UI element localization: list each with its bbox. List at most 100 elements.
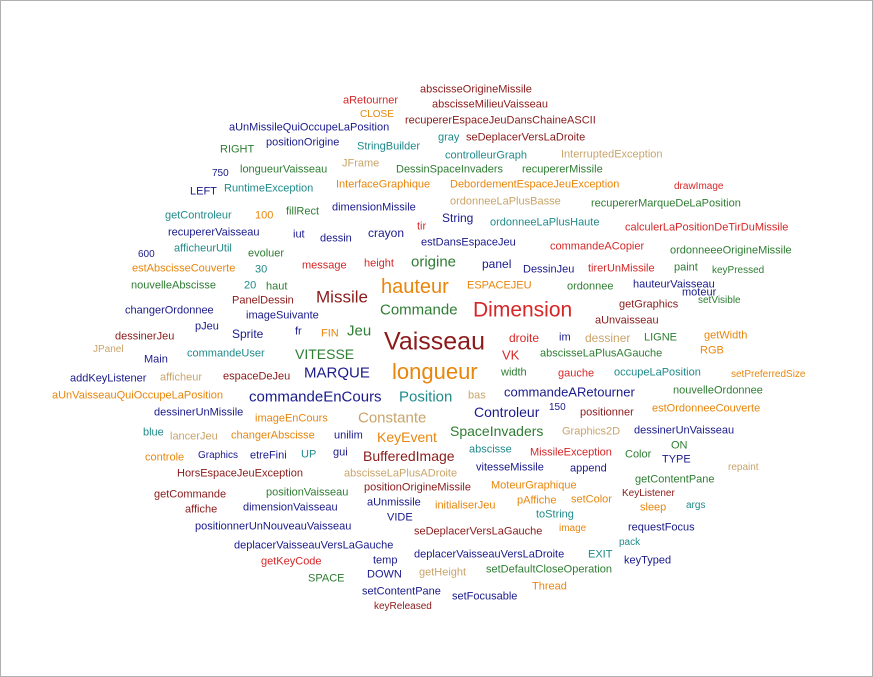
word: getContentPane (635, 473, 715, 486)
word: pack (619, 537, 641, 548)
word: longueurVaisseau (240, 163, 328, 176)
word: requestFocus (628, 521, 695, 534)
word: nouvelleAbscisse (131, 279, 216, 292)
word: bas (468, 389, 486, 402)
word: changerAbscisse (231, 429, 315, 442)
word: getGraphics (619, 298, 679, 311)
word: Main (144, 353, 168, 366)
word: Thread (532, 580, 567, 593)
word: occupeLaPosition (614, 366, 701, 379)
word: args (686, 500, 706, 511)
word: temp (373, 554, 398, 567)
word: KeyListener (622, 488, 675, 499)
word: crayon (368, 226, 405, 240)
word: seDeplacerVersLaGauche (414, 525, 543, 538)
word: setDefaultCloseOperation (486, 563, 612, 576)
word: KeyEvent (377, 429, 437, 445)
word: RuntimeException (224, 182, 314, 195)
word: controlleurGraph (445, 149, 527, 162)
word: RGB (700, 344, 724, 357)
word: commandeACopier (550, 240, 645, 253)
word: tirerUnMissile (588, 262, 655, 275)
word: DebordementEspaceJeuException (450, 178, 620, 191)
word: abscisseLaPlusADroite (344, 467, 458, 480)
word: estAbscisseCouverte (132, 262, 236, 275)
word: aUnMissileQuiOccupeLaPosition (229, 121, 390, 134)
word: MARQUE (304, 364, 370, 382)
word: Controleur (474, 404, 540, 420)
word: calculerLaPositionDeTirDuMissile (625, 221, 789, 234)
word: HorsEspaceJeuException (177, 467, 303, 480)
word: Graphics2D (562, 425, 621, 438)
word: ordonneeLaPlusHaute (490, 216, 600, 229)
word: getKeyCode (261, 555, 322, 568)
word: 30 (255, 263, 268, 276)
word: hauteurVaisseau (633, 278, 715, 291)
word: positionOrigine (266, 136, 340, 149)
word: VITESSE (295, 346, 355, 362)
word: CLOSE (360, 109, 394, 120)
word: abscisseOrigineMissile (420, 83, 532, 96)
word: repaint (728, 462, 759, 473)
word: SPACE (308, 572, 345, 585)
word: lancerJeu (170, 430, 218, 443)
word: recupererMissile (522, 163, 603, 176)
word: image (559, 523, 587, 534)
word: imageSuivante (246, 309, 319, 322)
word: 600 (138, 249, 155, 260)
word: hauteur (381, 276, 449, 298)
word: UP (301, 448, 317, 461)
word: aUnVaisseauQuiOccupeLaPosition (52, 389, 224, 402)
word: Jeu (347, 322, 372, 340)
word: DessinSpaceInvaders (396, 163, 504, 176)
word: controle (145, 451, 185, 464)
word: changerOrdonnee (125, 304, 214, 317)
word: abscisse (469, 443, 512, 456)
word: positionnerUnNouveauVaisseau (195, 520, 352, 533)
word: JFrame (342, 157, 380, 170)
word: height (364, 257, 394, 270)
word: dessinerJeu (115, 330, 175, 343)
word: origine (411, 253, 457, 271)
word: estDansEspaceJeu (421, 236, 516, 249)
word: espaceDeJeu (223, 370, 291, 383)
word: dessiner (585, 331, 631, 345)
word: Commande (380, 301, 458, 319)
word: Missile (316, 287, 368, 307)
word: InterfaceGraphique (336, 178, 431, 191)
word: moteur (682, 286, 717, 299)
word: width (501, 366, 527, 379)
word: addKeyListener (70, 372, 147, 385)
word: 750 (212, 168, 229, 179)
word: MoteurGraphique (491, 479, 577, 492)
word: positionOrigineMissile (364, 481, 471, 494)
word: evoluer (248, 247, 285, 260)
word: StringBuilder (357, 140, 420, 153)
word: gauche (558, 367, 595, 380)
word: affiche (185, 503, 218, 516)
word: aRetourner (343, 94, 399, 107)
word: commandeUser (187, 347, 265, 360)
word: ordonneeLaPlusBasse (450, 195, 561, 208)
word: PanelDessin (232, 294, 294, 307)
word: InterruptedException (561, 148, 663, 161)
word: commandeEnCours (249, 388, 382, 406)
word: seDeplacerVersLaDroite (466, 131, 586, 144)
word: positionner (580, 406, 634, 419)
word: toString (536, 508, 574, 521)
word: Dimension (473, 298, 573, 322)
word: dessin (320, 232, 352, 245)
word: dimensionVaisseau (243, 501, 338, 514)
word: VIDE (387, 511, 413, 524)
word: Vaisseau (384, 327, 485, 356)
word: sleep (640, 501, 667, 514)
word: longueur (392, 359, 478, 384)
word: JPanel (93, 344, 124, 355)
word: vitesseMissile (476, 461, 544, 474)
word: FIN (321, 327, 339, 340)
word: DessinJeu (523, 263, 575, 276)
word: iut (293, 228, 305, 241)
word: setColor (571, 493, 612, 506)
word: LEFT (190, 185, 217, 198)
word: message (302, 259, 347, 272)
